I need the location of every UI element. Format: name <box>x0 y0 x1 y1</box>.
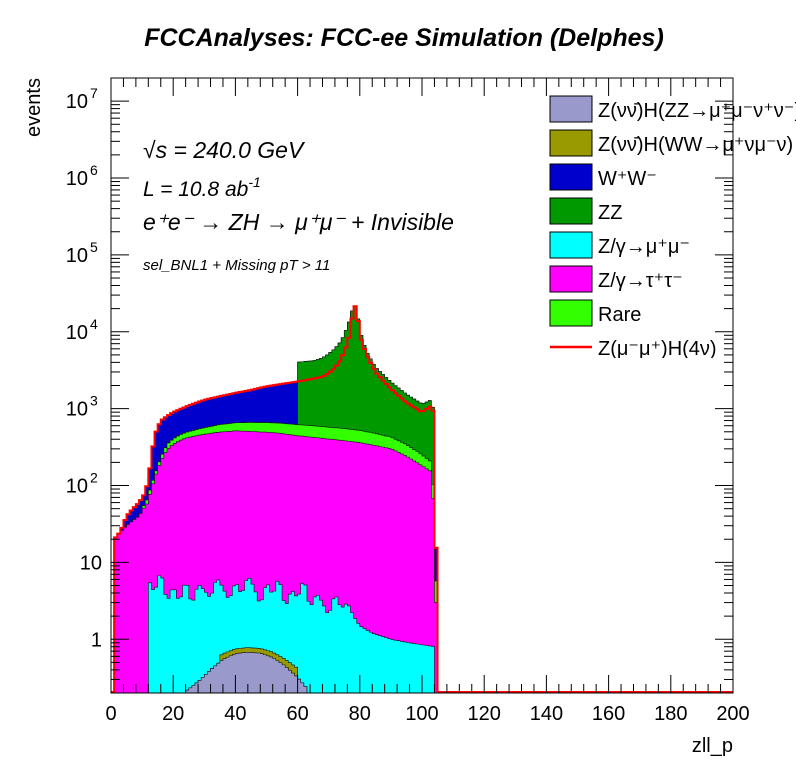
total-signal-line <box>111 305 733 693</box>
y-tick-label: 10 <box>66 322 88 344</box>
legend-swatch <box>549 265 593 293</box>
x-axis-label: zll_p <box>692 735 733 757</box>
x-tick-label: 80 <box>349 703 371 725</box>
legend: Z(νν̄)H(ZZ→μ⁺μ⁻ν⁺ν⁻) Z(νν̄)H(WW→μ⁺νμ⁻ν) W⁺… <box>549 95 796 360</box>
x-tick-label: 200 <box>716 703 749 725</box>
y-tick-exponent: 4 <box>90 316 98 332</box>
chart-title: FCCAnalyses: FCC-ee Simulation (Delphes) <box>144 24 664 52</box>
legend-item: Z(νν̄)H(WW→μ⁺νμ⁻ν) <box>549 129 793 157</box>
luminosity-text: L = 10.8 ab <box>143 178 249 201</box>
legend-item: Rare <box>549 299 641 327</box>
legend-item: Z(νν̄)H(ZZ→μ⁺μ⁻ν⁺ν⁻) <box>549 95 796 123</box>
x-tick-label: 180 <box>654 703 687 725</box>
legend-item: ZZ <box>549 197 622 225</box>
sqrt-s-label: √s = 240.0 GeV <box>143 137 306 163</box>
y-tick-label: 10 <box>66 399 88 421</box>
legend-swatch <box>549 299 593 327</box>
legend-label: Z/γ→μ⁺μ⁻ <box>598 236 690 258</box>
y-axis-label: events <box>23 78 45 137</box>
legend-label: Rare <box>598 304 641 326</box>
legend-item: Z/γ→τ⁺τ⁻ <box>549 265 683 293</box>
luminosity-exponent: -1 <box>248 174 260 190</box>
x-tick-label: 20 <box>162 703 184 725</box>
legend-label: Z(νν̄)H(WW→μ⁺νμ⁻ν) <box>598 134 793 156</box>
legend-swatch <box>549 129 593 157</box>
total-line-layer <box>111 305 733 693</box>
x-tick-label: 40 <box>224 703 246 725</box>
annotations: √s = 240.0 GeV L = 10.8 ab-1 e⁺e⁻ → ZH →… <box>143 137 454 274</box>
y-tick-exponent: 3 <box>90 393 98 409</box>
legend-label: Z(νν̄)H(ZZ→μ⁺μ⁻ν⁺ν⁻) <box>598 100 796 122</box>
x-tick-label: 100 <box>405 703 438 725</box>
legend-item: Z(μ⁻μ⁺)H(4ν) <box>550 338 717 360</box>
x-tick-label: 160 <box>592 703 625 725</box>
x-tick-label: 0 <box>105 703 116 725</box>
stacked-histograms <box>111 305 733 694</box>
y-tick-exponent: 2 <box>90 470 98 486</box>
x-tick-label: 120 <box>468 703 501 725</box>
legend-swatch <box>549 197 593 225</box>
y-tick-label: 1 <box>91 629 102 651</box>
y-tick-exponent: 7 <box>90 85 98 101</box>
legend-label: Z/γ→τ⁺τ⁻ <box>598 270 683 292</box>
y-tick-label: 10 <box>66 168 88 190</box>
legend-item: Z/γ→μ⁺μ⁻ <box>549 231 690 259</box>
legend-item: W⁺W⁻ <box>549 163 657 191</box>
selection-label: sel_BNL1 + Missing pT > 11 <box>143 257 330 274</box>
y-tick-label: 10 <box>66 476 88 498</box>
legend-label: W⁺W⁻ <box>598 168 657 190</box>
process-label: e⁺e⁻ → ZH → μ⁺μ⁻ + Invisible <box>143 209 454 235</box>
y-tick-label: 10 <box>80 552 102 574</box>
legend-swatch <box>549 231 593 259</box>
legend-swatch <box>549 95 593 123</box>
legend-swatch <box>549 163 593 191</box>
x-tick-label: 140 <box>530 703 563 725</box>
legend-label: Z(μ⁻μ⁺)H(4ν) <box>598 338 717 360</box>
y-tick-exponent: 5 <box>90 239 98 255</box>
x-axis-ticks: 0 20 40 60 80 100 120 140 160 180 200 <box>105 78 750 725</box>
y-tick-exponent: 6 <box>90 162 98 178</box>
luminosity-label: L = 10.8 ab-1 <box>143 174 261 201</box>
y-tick-label: 10 <box>66 245 88 267</box>
legend-label: ZZ <box>598 202 622 224</box>
x-tick-label: 60 <box>286 703 308 725</box>
y-tick-label: 10 <box>66 91 88 113</box>
